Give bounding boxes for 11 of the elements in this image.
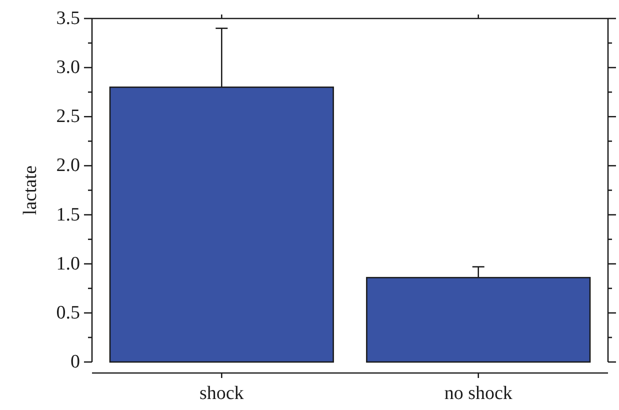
x-tick-label: no shock xyxy=(444,383,513,404)
y-tick-label: 0 xyxy=(70,352,80,372)
text: 2.0 xyxy=(56,155,80,176)
text: 3.0 xyxy=(56,57,80,78)
y-tick-label: 1.5 xyxy=(56,204,80,226)
y-axis-title: lactate xyxy=(20,165,41,216)
y-tick-label: 0.5 xyxy=(56,302,80,324)
text: 1.0 xyxy=(56,253,80,274)
y-tick-label: 3.5 xyxy=(56,8,80,29)
x-tick-label: shock xyxy=(199,383,244,404)
y-tick-label: 2.5 xyxy=(56,106,80,128)
